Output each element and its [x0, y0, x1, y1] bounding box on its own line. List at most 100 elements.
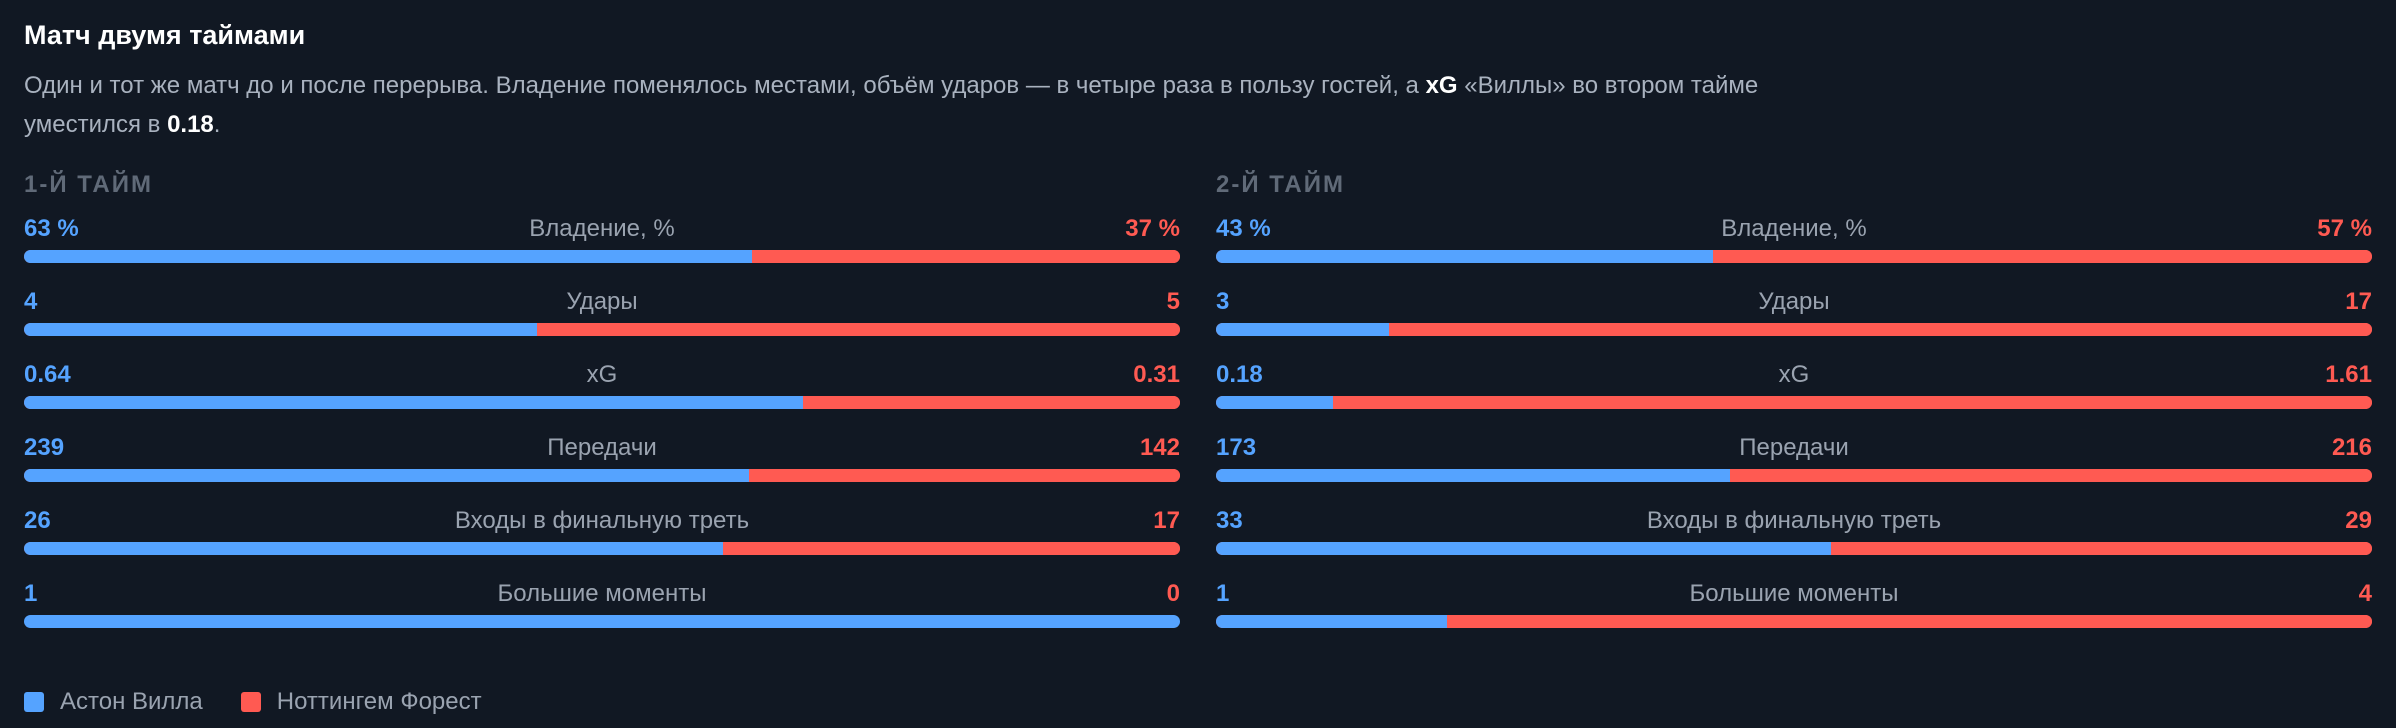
stat-value-away: 0 [1166, 580, 1180, 607]
widget-title: Матч двумя таймами [24, 20, 306, 50]
stat-value-home: 4 [24, 288, 38, 315]
stat-bar [24, 323, 1180, 336]
stat-bar-away-segment [752, 250, 1180, 263]
stat-label: Входы в финальную треть [454, 507, 750, 534]
stat-label: Удары [566, 288, 638, 315]
stat-label: Удары [1758, 288, 1830, 315]
stat-row: Входы в финальную треть 26 17 [24, 506, 1180, 566]
half-title: 1-Й ТАЙМ [24, 171, 153, 198]
stat-bar [1216, 542, 2372, 555]
stat-value-away: 57 % [2317, 215, 2372, 242]
stat-bar [1216, 615, 2372, 628]
stat-value-away: 0.31 [1133, 361, 1180, 388]
stat-bar [1216, 323, 2372, 336]
half-first: 1-Й ТАЙМ Владение, % 63 % 37 % Удары 4 5 xG 0.6… [24, 170, 1180, 628]
stat-value-away: 142 [1139, 434, 1180, 461]
stat-label: Владение, % [1721, 215, 1867, 242]
stat-row: xG 0.18 1.61 [1216, 360, 2372, 420]
stat-value-away: 17 [2345, 288, 2372, 315]
stat-label: Владение, % [529, 215, 675, 242]
stat-bar-home-segment [24, 250, 753, 263]
stat-bar [24, 615, 1180, 628]
stat-row: Владение, % 63 % 37 % [24, 214, 1180, 274]
description-text-3: . [213, 111, 221, 138]
stat-value-away: 29 [2345, 507, 2372, 534]
stat-row: Передачи 239 142 [24, 433, 1180, 493]
stat-value-away: 4 [2358, 580, 2372, 607]
stat-bar-away-segment [1713, 250, 2372, 263]
stat-bar [1216, 250, 2372, 263]
stat-value-home: 3 [1216, 288, 1230, 315]
stat-row: Удары 4 5 [24, 287, 1180, 347]
stat-bar-home-segment [1216, 396, 1333, 409]
stat-value-away: 5 [1166, 288, 1180, 315]
stat-bar-away-segment [723, 542, 1180, 555]
stat-label: xG [1778, 361, 1810, 388]
stat-value-home: 43 % [1216, 215, 1271, 242]
stat-bar-away-segment [537, 323, 1180, 336]
stat-bar [1216, 396, 2372, 409]
half-title: 2-Й ТАЙМ [1216, 171, 1345, 198]
stat-bar-home-segment [1216, 469, 1731, 482]
legend-item-away: Ноттингем Форест [240, 688, 482, 715]
stat-value-home: 1 [1216, 580, 1230, 607]
stat-value-home: 26 [24, 507, 51, 534]
halves-container: 1-Й ТАЙМ Владение, % 63 % 37 % Удары 4 5 xG 0.6… [24, 170, 2372, 650]
stat-bar-away-segment [1447, 615, 2372, 628]
stat-bar-home-segment [1216, 323, 1390, 336]
stat-row: Удары 3 17 [1216, 287, 2372, 347]
widget-description: Один и тот же матч до и после перерыва. … [24, 66, 1854, 144]
stat-row: Передачи 173 216 [1216, 433, 2372, 493]
stat-label: xG [586, 361, 618, 388]
stat-value-home: 0.18 [1216, 361, 1263, 388]
stat-row: Большие моменты 1 4 [1216, 579, 2372, 639]
stat-value-home: 33 [1216, 507, 1243, 534]
stat-row: Входы в финальную треть 33 29 [1216, 506, 2372, 566]
legend-label-away: Ноттингем Форест [276, 688, 482, 715]
description-xg: xG [1425, 72, 1458, 99]
stat-label: Передачи [547, 434, 657, 461]
legend-swatch-away [240, 692, 261, 712]
description-text-2: «Виллы» во втором тайме уместился в [24, 72, 1759, 138]
half-second: 2-Й ТАЙМ Владение, % 43 % 57 % Удары 3 17 xG 0.… [1216, 170, 2372, 628]
stat-value-home: 173 [1216, 434, 1257, 461]
stat-bar-home-segment [1216, 250, 1714, 263]
legend-label-home: Астон Вилла [60, 688, 203, 715]
description-value: 0.18 [167, 111, 214, 138]
stat-bar [24, 396, 1180, 409]
stat-value-away: 17 [1153, 507, 1180, 534]
stat-bar [1216, 469, 2372, 482]
stat-bar-away-segment [1389, 323, 2372, 336]
stat-bar-away-segment [748, 469, 1180, 482]
stat-bar-home-segment [1216, 615, 1448, 628]
legend-swatch-home [24, 692, 44, 712]
stat-bar-away-segment [1830, 542, 2372, 555]
stat-value-away: 1.61 [2325, 361, 2372, 388]
stat-row: Большие моменты 1 0 [24, 579, 1180, 639]
stat-bar-home-segment [1216, 542, 1831, 555]
stat-bar-home-segment [24, 396, 804, 409]
stat-value-home: 0.64 [24, 361, 71, 388]
stat-bar [24, 469, 1180, 482]
stat-bar-away-segment [1730, 469, 2372, 482]
stat-bar-home-segment [24, 469, 749, 482]
stat-label: Большие моменты [1689, 580, 1899, 607]
stat-bar-home-segment [24, 615, 1180, 628]
stat-value-home: 63 % [24, 215, 79, 242]
stat-bar [24, 542, 1180, 555]
stat-value-away: 216 [2331, 434, 2372, 461]
stat-bar [24, 250, 1180, 263]
stat-bar-home-segment [24, 323, 538, 336]
stat-row: Владение, % 43 % 57 % [1216, 214, 2372, 274]
description-text-1: Один и тот же матч до и после перерыва. … [24, 72, 1426, 99]
stat-bar-away-segment [1332, 396, 2372, 409]
stat-row: xG 0.64 0.31 [24, 360, 1180, 420]
stat-value-away: 37 % [1125, 215, 1180, 242]
stat-label: Передачи [1739, 434, 1849, 461]
legend: Астон Вилла Ноттингем Форест [24, 689, 520, 715]
stat-label: Входы в финальную треть [1646, 507, 1942, 534]
stat-bar-home-segment [24, 542, 724, 555]
stat-value-home: 239 [24, 434, 65, 461]
stat-value-home: 1 [24, 580, 38, 607]
